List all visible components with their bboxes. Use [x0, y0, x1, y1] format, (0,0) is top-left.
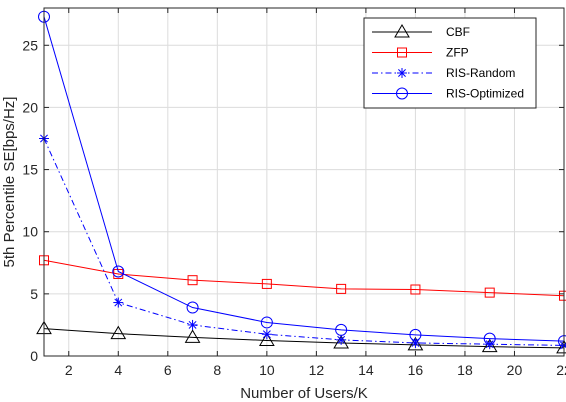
legend-label: CBF	[446, 25, 470, 39]
data-point	[407, 336, 424, 351]
data-point	[483, 332, 496, 345]
x-tick-label: 20	[507, 362, 523, 378]
data-point	[186, 301, 199, 314]
data-point	[409, 328, 422, 341]
data-point	[335, 323, 348, 336]
x-tick-label: 8	[213, 362, 221, 378]
y-tick-label: 15	[22, 162, 38, 178]
y-tick-label: 25	[22, 37, 38, 53]
data-point	[410, 337, 421, 348]
data-point	[187, 319, 198, 330]
legend-label: RIS-Random	[446, 66, 515, 80]
plot-frame	[43, 7, 565, 357]
x-tick-label: 14	[358, 362, 374, 378]
ticks: 2 4 6 8 10 12 14 16 18 20 22 0 5 10 15 20 25	[22, 8, 566, 378]
data-point	[112, 265, 125, 278]
legend-marker	[396, 87, 408, 100]
data-point	[481, 338, 498, 353]
series-line	[43, 16, 565, 342]
legend-label: RIS-Optimized	[446, 87, 524, 101]
legend-marker	[397, 68, 407, 78]
series-line	[43, 138, 565, 346]
x-tick-label: 18	[457, 362, 473, 378]
y-tick-label: 10	[22, 224, 38, 240]
data-point	[336, 334, 347, 345]
x-tick-label: 2	[65, 362, 73, 378]
legend-label: ZFP	[446, 46, 469, 60]
legend-item: ZFP	[372, 46, 469, 60]
data-point	[333, 334, 350, 349]
x-tick-label: 6	[164, 362, 172, 378]
data-point	[113, 297, 124, 308]
legend-item: RIS-Random	[372, 66, 515, 80]
x-axis-label: Number of Users/K	[240, 385, 368, 402]
series-layer	[36, 10, 566, 354]
x-tick-label: 16	[408, 362, 424, 378]
x-tick-label: 10	[259, 362, 275, 378]
data-point	[261, 329, 272, 340]
legend-marker	[394, 24, 410, 38]
legend-marker	[397, 47, 407, 58]
data-point	[187, 275, 198, 286]
y-axis-label: 5th Percentile SE[bps/Hz]	[1, 97, 18, 268]
data-point	[261, 278, 272, 289]
data-point	[260, 316, 273, 329]
y-tick-label: 20	[22, 99, 38, 115]
legend-item: CBF	[372, 24, 470, 39]
series-line	[43, 259, 565, 297]
data-point	[410, 284, 421, 295]
y-tick-label: 5	[30, 286, 38, 302]
y-tick-label: 0	[30, 348, 38, 364]
data-point	[484, 287, 495, 298]
x-tick-label: 12	[309, 362, 325, 378]
data-point	[110, 325, 127, 340]
x-tick-label: 22	[556, 362, 566, 378]
data-point	[184, 329, 201, 343]
data-point	[336, 283, 347, 294]
legend: CBF ZFP RIS-Random RIS-Optimized	[363, 17, 537, 109]
series-line	[43, 328, 565, 349]
legend-item: RIS-Optimized	[372, 87, 524, 101]
x-tick-label: 4	[114, 362, 122, 378]
data-point	[258, 332, 275, 346]
